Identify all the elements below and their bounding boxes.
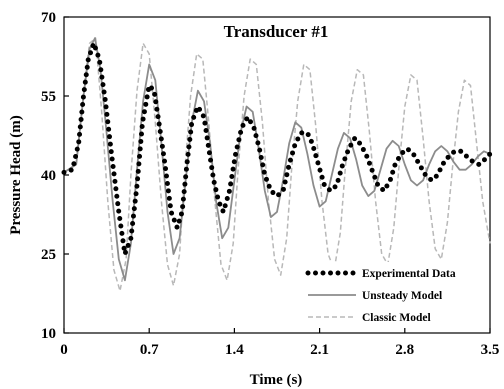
y-axis-title: Pressure Head (m) <box>8 115 24 234</box>
series-line-dotted <box>61 40 493 257</box>
legend: Experimental Data Unsteady Model Classic M… <box>305 268 456 324</box>
y-tick-label: 70 <box>41 10 56 26</box>
x-tick-label: 1.4 <box>225 342 244 358</box>
x-tick-label: 0.7 <box>140 342 159 358</box>
legend-label: Unsteady Model <box>362 290 442 302</box>
legend-label: Experimental Data <box>362 268 456 280</box>
x-tick-label: 3.5 <box>481 342 500 358</box>
series-layer <box>61 37 493 292</box>
legend-label: Classic Model <box>362 312 431 324</box>
series-line-dashed <box>63 37 491 292</box>
x-axis-title: Time (s) <box>250 372 303 388</box>
y-axis-ticks: 10 25 40 55 70 <box>41 10 69 342</box>
x-tick-label: 2.1 <box>310 342 329 358</box>
chart-title: Transducer #1 <box>224 22 329 41</box>
y-tick-label: 10 <box>41 326 56 342</box>
y-tick-label: 25 <box>41 247 56 263</box>
x-tick-label: 0 <box>60 342 68 358</box>
y-tick-label: 40 <box>41 168 56 184</box>
x-tick-label: 2.8 <box>395 342 414 358</box>
y-tick-label: 55 <box>41 89 56 105</box>
x-axis-ticks: 0 0.7 1.4 2.1 2.8 3.5 <box>60 328 499 358</box>
